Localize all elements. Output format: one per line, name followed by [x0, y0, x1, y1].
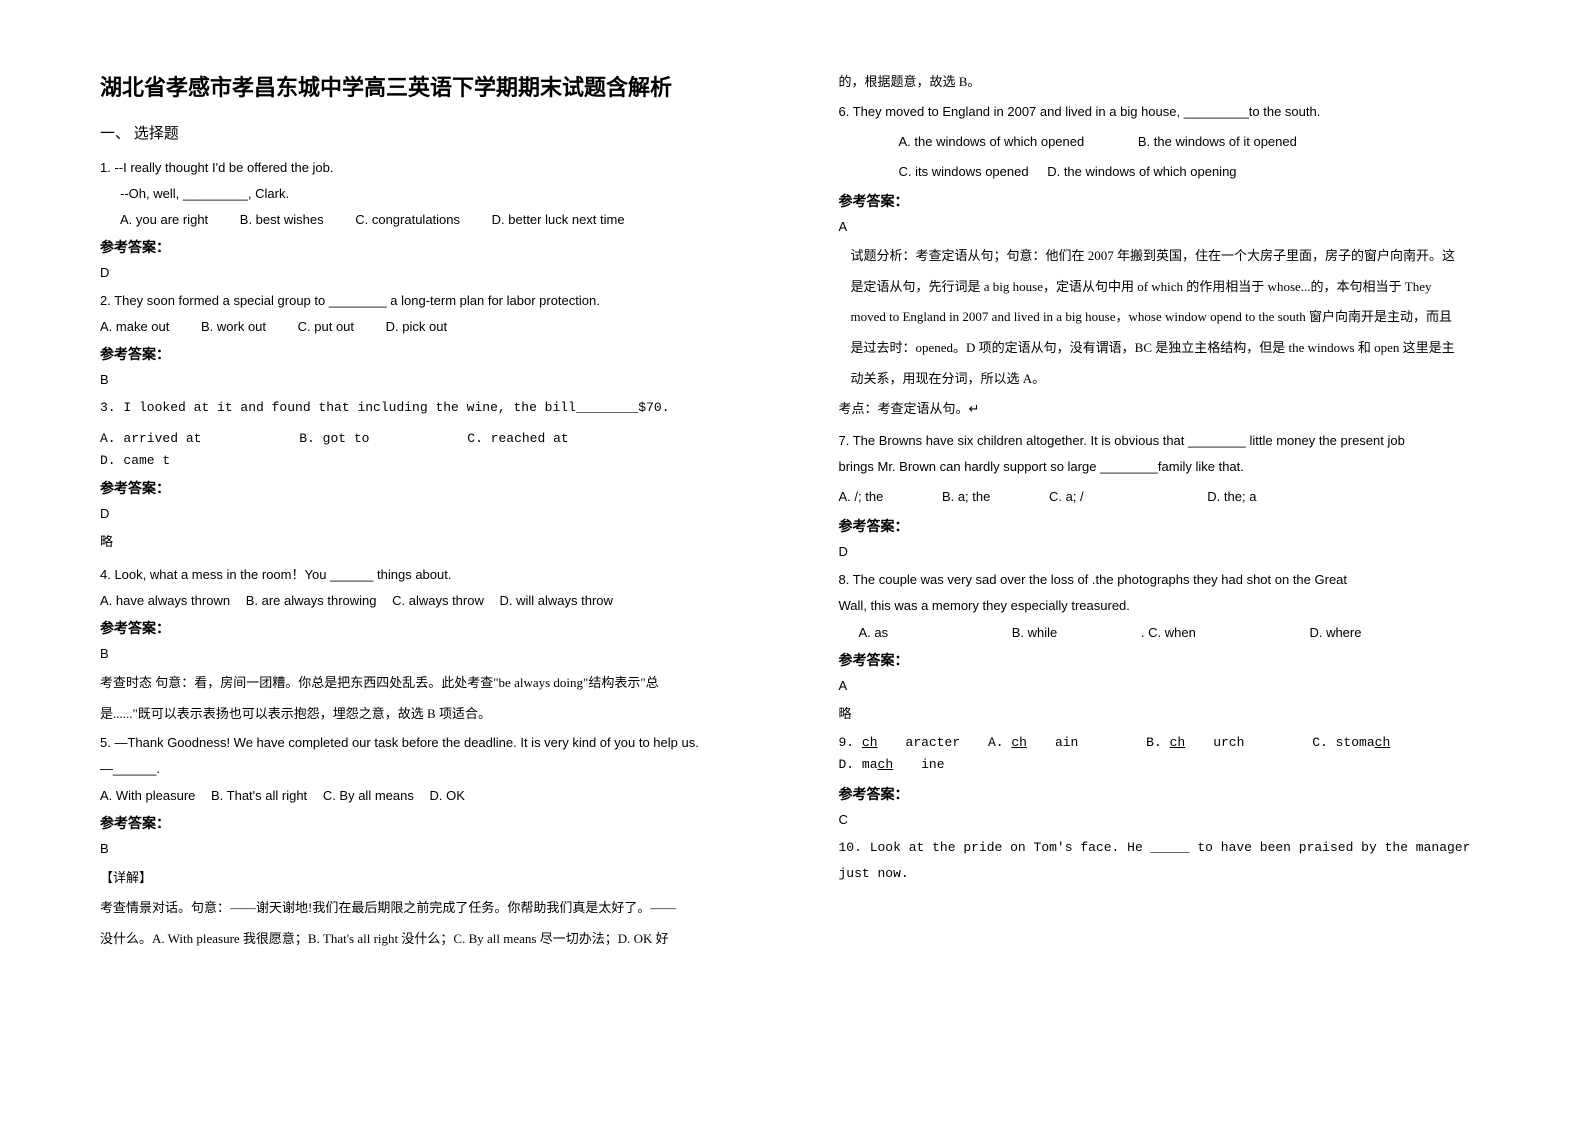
q6-opt-c: C. its windows opened: [899, 161, 1029, 183]
q4-exp1: 考查时态 句意：看，房间一团糟。你总是把东西四处乱丢。此处考查"be alway…: [100, 671, 789, 696]
q5-exp2: 没什么。A. With pleasure 我很愿意；B. That's all …: [100, 927, 789, 952]
q1-opt-d: D. better luck next time: [492, 209, 625, 231]
q10-text2: just now.: [839, 863, 1528, 885]
q1-answer-label: 参考答案：: [100, 237, 789, 257]
q10-text1: 10. Look at the pride on Tom's face. He …: [839, 837, 1528, 859]
q5-text2: —______.: [100, 758, 789, 780]
q9-answer-label: 参考答案：: [839, 784, 1528, 804]
q4-answer: B: [100, 646, 789, 661]
q3-note: 略: [100, 531, 789, 550]
q4-opt-a: A. have always thrown: [100, 590, 230, 612]
q6-options-row2: C. its windows opened D. the windows of …: [839, 161, 1528, 183]
q5-text: 5. —Thank Goodness! We have completed ou…: [100, 732, 789, 754]
q4-opt-b: B. are always throwing: [246, 590, 377, 612]
q4-answer-label: 参考答案：: [100, 618, 789, 638]
q9-opt-b: B. church: [1146, 732, 1244, 754]
q9-opt-c: C. stomach: [1312, 732, 1418, 754]
q7-opt-b: B. a; the: [942, 486, 990, 508]
q8-text1: 8. The couple was very sad over the loss…: [839, 569, 1528, 591]
q4-text: 4. Look, what a mess in the room！You ___…: [100, 564, 789, 586]
q7-answer-label: 参考答案：: [839, 516, 1528, 536]
q8-answer: A: [839, 678, 1528, 693]
q7-options: A. /; the B. a; the C. a; / D. the; a: [839, 486, 1528, 508]
q5-opt-d: D. OK: [429, 785, 464, 807]
q9-opt-a: A. chain: [988, 732, 1078, 754]
q6-opt-a: A. the windows of which opened: [899, 131, 1085, 153]
q7-text2: brings Mr. Brown can hardly support so l…: [839, 456, 1528, 478]
q1-options: A. you are right B. best wishes C. congr…: [100, 209, 789, 231]
q6-exp3: moved to England in 2007 and lived in a …: [839, 305, 1528, 330]
q2-answer: B: [100, 372, 789, 387]
q1-answer: D: [100, 265, 789, 280]
q6-options-row1: A. the windows of which opened B. the wi…: [839, 131, 1528, 153]
q2-opt-c: C. put out: [298, 316, 354, 338]
q4-opt-c: C. always throw: [392, 590, 484, 612]
q3-options: A. arrived at B. got to C. reached at D.…: [100, 428, 789, 472]
q1-line2: --Oh, well, _________, Clark.: [100, 183, 789, 205]
q6-exp4: 是过去时：opened。D 项的定语从句，没有谓语，BC 是独立主格结构，但是 …: [839, 336, 1528, 361]
q2-opt-d: D. pick out: [386, 316, 447, 338]
q6-opt-d: D. the windows of which opening: [1047, 161, 1236, 183]
q3-opt-a: A. arrived at: [100, 428, 201, 450]
q6-exp5: 动关系，用现在分词，所以选 A。: [839, 367, 1528, 392]
q1-opt-c: C. congratulations: [355, 209, 460, 231]
q4-exp2: 是......"既可以表示表扬也可以表示抱怨，埋怨之意，故选 B 项适合。: [100, 702, 789, 727]
q3-text: 3. I looked at it and found that includi…: [100, 397, 789, 419]
q7-answer: D: [839, 544, 1528, 559]
q8-opt-b: B. while: [1012, 622, 1058, 644]
q3-answer: D: [100, 506, 789, 521]
q8-note: 略: [839, 703, 1528, 722]
q4-opt-d: D. will always throw: [499, 590, 612, 612]
q8-opt-a: A. as: [859, 622, 889, 644]
q5-answer: B: [100, 841, 789, 856]
q2-opt-a: A. make out: [100, 316, 169, 338]
q2-options: A. make out B. work out C. put out D. pi…: [100, 316, 789, 338]
q3-opt-c: C. reached at: [467, 428, 568, 450]
q2-opt-b: B. work out: [201, 316, 266, 338]
q6-answer-label: 参考答案：: [839, 191, 1528, 211]
q6-exp6: 考点：考查定语从句。↵: [839, 397, 1528, 422]
q8-options: A. as B. while . C. when D. where: [839, 622, 1528, 644]
section-1-header: 一、 选择题: [100, 122, 789, 143]
q7-text1: 7. The Browns have six children altogeth…: [839, 430, 1528, 452]
q8-opt-c: . C. when: [1141, 622, 1196, 644]
q1-opt-a: A. you are right: [120, 209, 208, 231]
q3-opt-d: D. came t: [100, 450, 170, 472]
q5-opt-b: B. That's all right: [211, 785, 307, 807]
q7-opt-a: A. /; the: [839, 486, 884, 508]
q2-text: 2. They soon formed a special group to _…: [100, 290, 789, 312]
q6-text: 6. They moved to England in 2007 and liv…: [839, 101, 1528, 123]
q9-row: 9. character A. chain B. church C. stoma…: [839, 732, 1528, 776]
left-column: 湖北省孝感市孝昌东城中学高三英语下学期期末试题含解析 一、 选择题 1. --I…: [100, 70, 819, 1082]
q5-exp-label: 【详解】: [100, 866, 789, 891]
q3-opt-b: B. got to: [299, 428, 369, 450]
q9-opt-d: D. machine: [839, 754, 945, 776]
q6-answer: A: [839, 219, 1528, 234]
q5-exp3: 的，根据题意，故选 B。: [839, 70, 1528, 95]
q9-answer: C: [839, 812, 1528, 827]
q7-opt-d: D. the; a: [1207, 486, 1256, 508]
document-title: 湖北省孝感市孝昌东城中学高三英语下学期期末试题含解析: [100, 70, 789, 102]
q3-answer-label: 参考答案：: [100, 478, 789, 498]
q5-opt-a: A. With pleasure: [100, 785, 195, 807]
q5-options: A. With pleasure B. That's all right C. …: [100, 785, 789, 807]
q2-answer-label: 参考答案：: [100, 344, 789, 364]
q5-opt-c: C. By all means: [323, 785, 414, 807]
q5-answer-label: 参考答案：: [100, 813, 789, 833]
q5-exp1: 考查情景对话。句意：——谢天谢地!我们在最后期限之前完成了任务。你帮助我们真是太…: [100, 896, 789, 921]
q7-opt-c: C. a; /: [1049, 486, 1084, 508]
q9-text: 9. character: [839, 732, 961, 754]
q6-exp2: 是定语从句，先行词是 a big house，定语从句中用 of which 的…: [839, 275, 1528, 300]
q8-answer-label: 参考答案：: [839, 650, 1528, 670]
q1-opt-b: B. best wishes: [240, 209, 324, 231]
right-column: 的，根据题意，故选 B。 6. They moved to England in…: [819, 70, 1538, 1082]
q1-line1: 1. --I really thought I'd be offered the…: [100, 157, 789, 179]
q8-text2: Wall, this was a memory they especially …: [839, 595, 1528, 617]
q6-exp1: 试题分析：考查定语从句；句意：他们在 2007 年搬到英国，住在一个大房子里面，…: [839, 244, 1528, 269]
q6-opt-b: B. the windows of it opened: [1138, 131, 1297, 153]
q8-opt-d: D. where: [1309, 622, 1361, 644]
q4-options: A. have always thrown B. are always thro…: [100, 590, 789, 612]
